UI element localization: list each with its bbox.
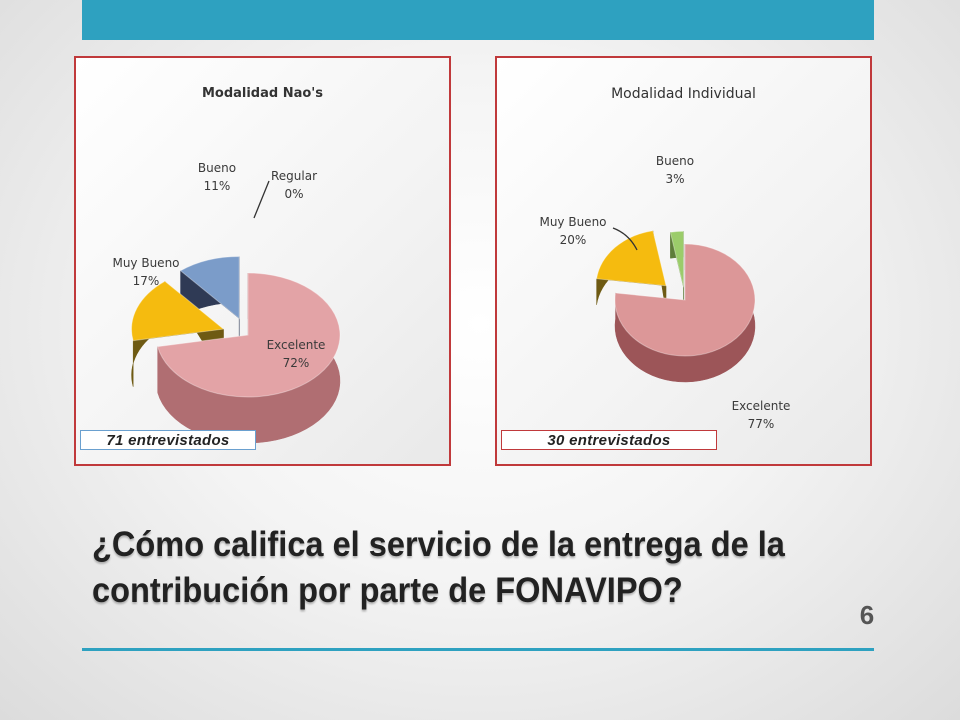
pie-label-value: 20% bbox=[559, 233, 587, 247]
pie-label-value: 72% bbox=[282, 356, 310, 370]
pie-slice bbox=[614, 243, 756, 357]
pie-label-excelente: Excelente 72% bbox=[261, 336, 331, 372]
pie-label-name: Bueno bbox=[655, 154, 695, 168]
pie-chart-naos bbox=[131, 180, 341, 444]
pie-label-regular: Regular 0% bbox=[262, 167, 326, 203]
pie-label-bueno: Bueno 11% bbox=[187, 159, 247, 195]
chart-title: Modalidad Nao's bbox=[201, 86, 324, 101]
pie-label-excelente: Excelente 77% bbox=[726, 397, 796, 433]
top-accent-bar bbox=[82, 0, 874, 40]
leader-line bbox=[612, 227, 638, 251]
pie-label-name: Excelente bbox=[266, 338, 326, 352]
chart-title: Modalidad Individual bbox=[611, 86, 756, 102]
chart-panel-individual: Modalidad Individual Bueno 3% Muy Bueno … bbox=[495, 56, 872, 466]
pie-label-muy-bueno: Muy Bueno 20% bbox=[533, 213, 613, 249]
pie-slice bbox=[596, 230, 667, 287]
bottom-accent-line bbox=[82, 648, 874, 651]
pie-label-value: 17% bbox=[132, 274, 160, 288]
respondents-count-individual: 30 entrevistados bbox=[501, 430, 717, 450]
pie-label-name: Muy Bueno bbox=[112, 256, 180, 270]
pie-label-muy-bueno: Muy Bueno 17% bbox=[106, 254, 186, 290]
pie-label-name: Regular bbox=[270, 169, 318, 183]
pie-label-bueno: Bueno 3% bbox=[653, 152, 697, 188]
pie-slice bbox=[156, 272, 341, 398]
pie-label-value: 3% bbox=[665, 172, 685, 186]
pie-label-name: Bueno bbox=[197, 161, 237, 175]
pie-slice bbox=[131, 280, 225, 342]
pie-label-name: Excelente bbox=[731, 399, 791, 413]
slide-question: ¿Cómo califica el servicio de la entrega… bbox=[92, 525, 785, 610]
pie-slice bbox=[179, 256, 240, 320]
leader-line bbox=[253, 180, 270, 219]
pie-chart-individual bbox=[596, 227, 756, 383]
respondents-count-naos: 71 entrevistados bbox=[80, 430, 256, 450]
chart-panel-naos: Modalidad Nao's Bueno 11% Regular 0% Muy… bbox=[74, 56, 451, 466]
page-number: 6 bbox=[859, 600, 875, 630]
pie-label-value: 0% bbox=[284, 187, 304, 201]
pie-label-value: 77% bbox=[747, 417, 775, 431]
pie-label-name: Muy Bueno bbox=[539, 215, 607, 229]
pie-slice bbox=[669, 230, 684, 288]
pie-label-value: 11% bbox=[203, 179, 231, 193]
